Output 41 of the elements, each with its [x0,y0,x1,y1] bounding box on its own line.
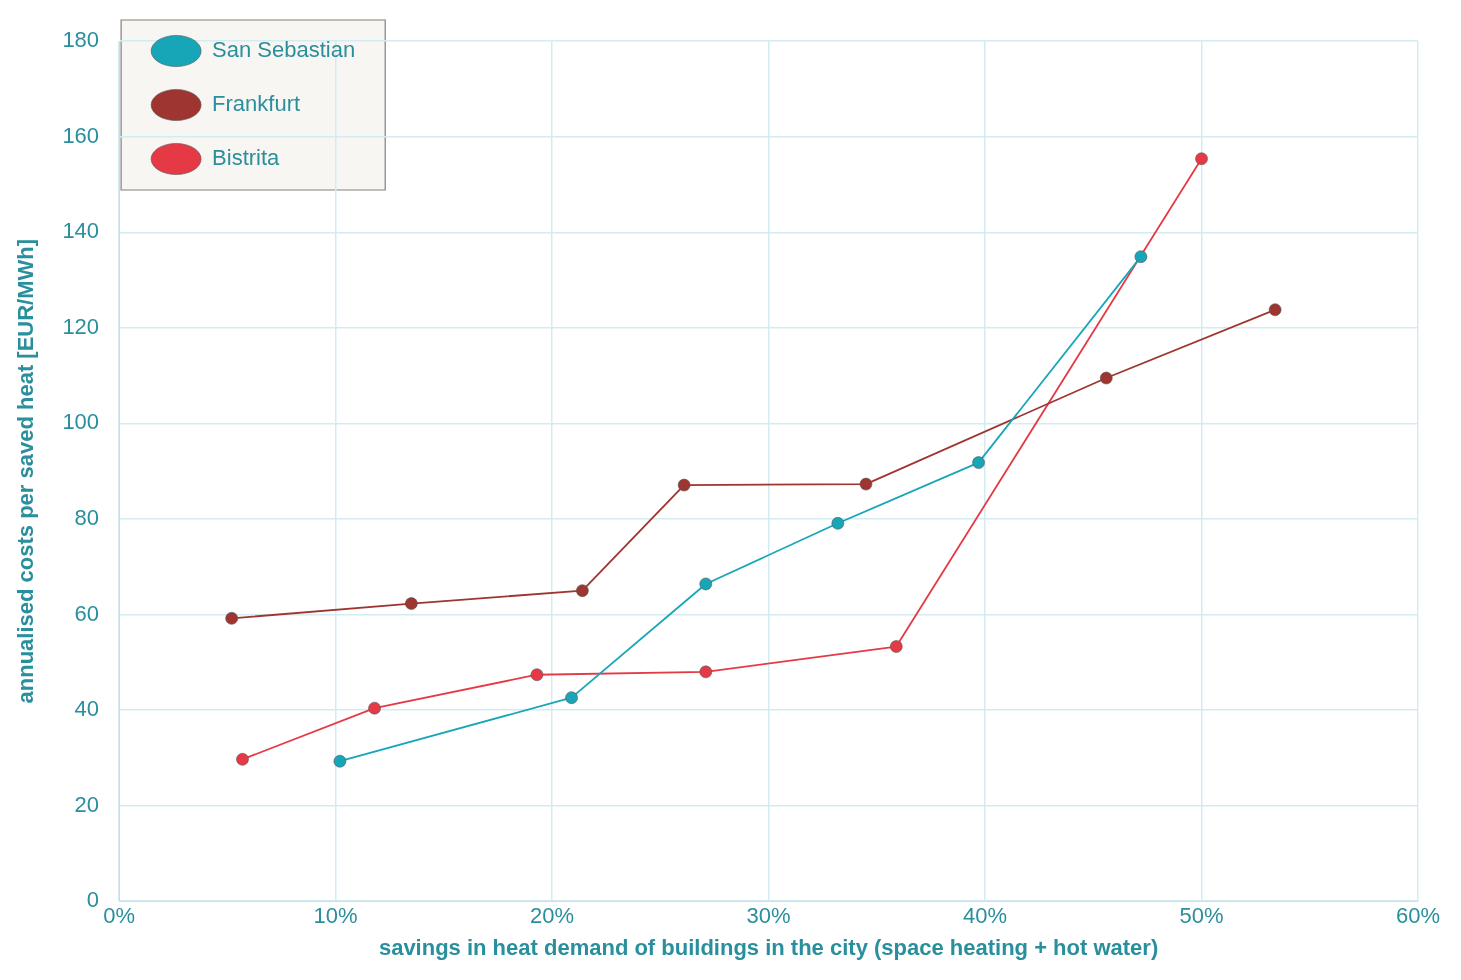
point [405,597,418,610]
point [1099,371,1113,385]
y-tick-label: 60 [74,600,100,626]
point [859,477,873,491]
point [576,584,589,597]
point [225,612,238,625]
x-tick-label: 30% [746,903,791,929]
point [1134,250,1148,263]
point [530,668,544,682]
x-tick-label: 10% [313,903,358,929]
y-tick-label: 40 [74,696,100,722]
point [889,640,903,653]
y-tick-label: 180 [62,27,100,53]
point [972,456,985,469]
y-tick-label: 160 [62,122,100,148]
y-axis-title: annualised costs per saved heat [EUR/MWh] [13,238,39,704]
point [831,516,845,530]
point [333,754,347,768]
x-tick-label: 60% [1395,903,1441,929]
x-tick-label: 0% [103,903,135,929]
y-tick-label: 120 [62,313,100,339]
point [677,478,691,492]
point [368,701,381,715]
point [1268,303,1282,317]
point [699,577,713,591]
legend-label: San Sebastian [212,37,356,63]
x-tick-label: 50% [1179,903,1224,929]
y-tick-label: 100 [62,409,100,435]
x-tick-label: 40% [963,903,1008,929]
point [236,753,249,766]
y-tick-label: 80 [74,505,100,531]
legend-label: Frankfurt [212,91,301,117]
point [699,665,713,679]
x-tick-label: 20% [530,903,575,929]
point [565,691,578,704]
y-tick-label: 20 [74,791,100,817]
legend-label: Bistrita [212,145,281,171]
x-axis-title: savings in heat demand of buildings in the city (space heating + hot water) [378,934,1159,960]
y-tick-label: 140 [62,218,100,244]
y-tick-label: 0 [86,887,100,913]
point [1195,152,1208,166]
